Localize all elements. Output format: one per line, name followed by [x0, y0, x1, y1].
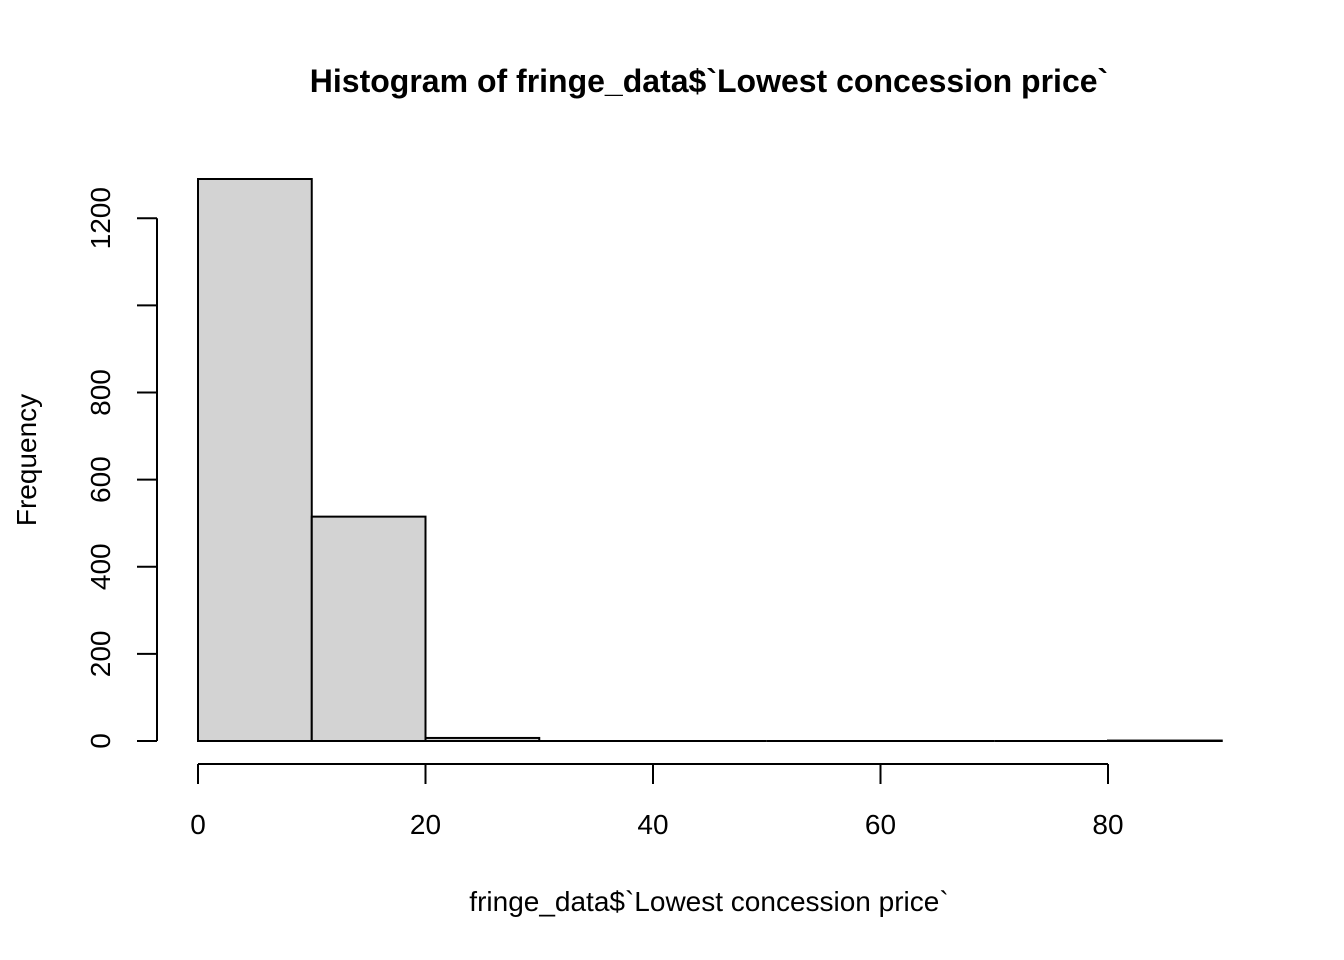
histogram-bar: [424, 736, 541, 742]
y-tick-label: 400: [85, 543, 116, 590]
x-tick-label: 20: [410, 809, 441, 840]
y-axis: 0 200 400 600 800 1200: [85, 187, 158, 749]
x-axis-label: fringe_data$`Lowest concession price`: [469, 886, 948, 917]
y-tick-label: 200: [85, 631, 116, 678]
x-tick-label: 0: [190, 809, 206, 840]
y-tick-label: 600: [85, 456, 116, 503]
x-axis: 0 20 40 60 80: [190, 763, 1124, 840]
bars-group: [197, 178, 1223, 743]
y-axis-label: Frequency: [11, 394, 42, 526]
x-tick-label: 40: [637, 809, 668, 840]
histogram-bar: [197, 178, 313, 742]
y-tick-label: 800: [85, 369, 116, 416]
y-tick-label: 1200: [85, 187, 116, 249]
chart-title: Histogram of fringe_data$`Lowest concess…: [310, 63, 1108, 99]
x-tick-label: 80: [1092, 809, 1123, 840]
y-tick-label: 0: [85, 733, 116, 749]
x-tick-label: 60: [865, 809, 896, 840]
histogram-bar: [310, 515, 427, 743]
